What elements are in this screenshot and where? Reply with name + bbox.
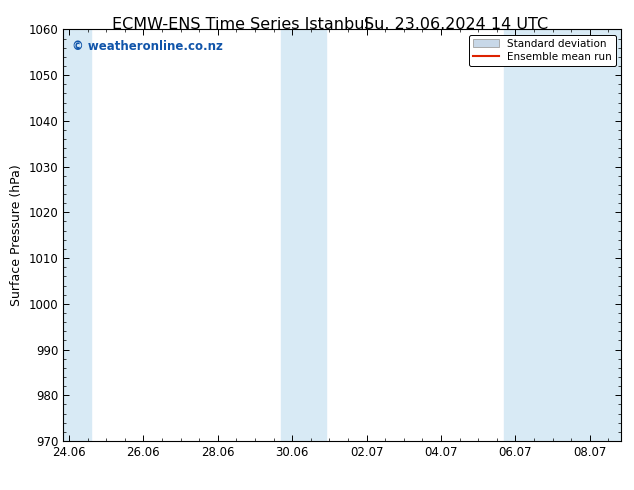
Bar [504,29,621,441]
Bar [63,29,91,441]
Text: © weatheronline.co.nz: © weatheronline.co.nz [72,40,223,53]
Text: ECMW-ENS Time Series Istanbul: ECMW-ENS Time Series Istanbul [112,17,370,32]
Y-axis label: Surface Pressure (hPa): Surface Pressure (hPa) [10,164,23,306]
Bar [281,29,326,441]
Legend: Standard deviation, Ensemble mean run: Standard deviation, Ensemble mean run [469,35,616,66]
Text: Su. 23.06.2024 14 UTC: Su. 23.06.2024 14 UTC [365,17,548,32]
